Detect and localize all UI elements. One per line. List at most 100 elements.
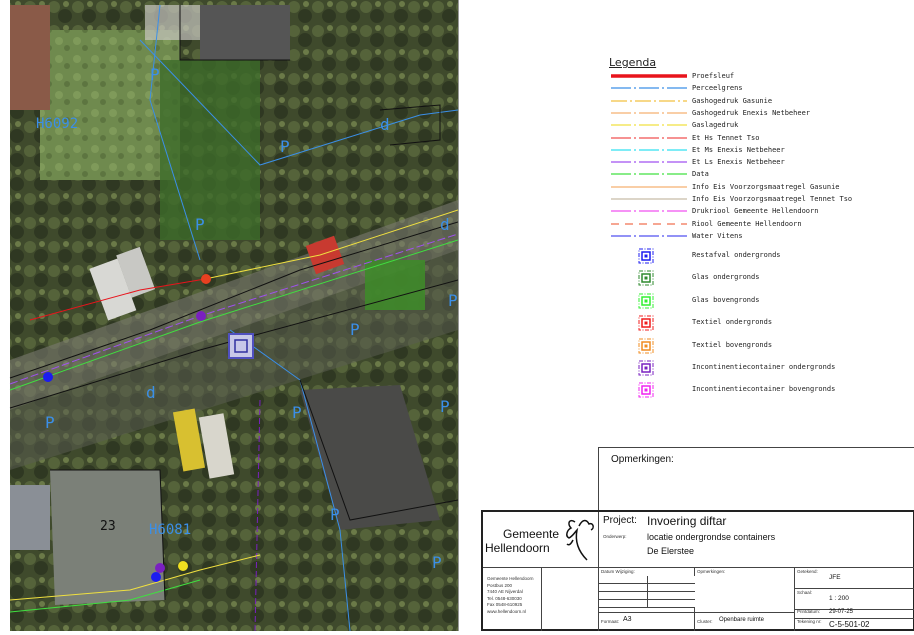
legend-label: Water Vitens xyxy=(692,231,743,240)
marker-blue-2[interactable] xyxy=(151,572,161,582)
legend-symbol-label: Glas bovengronds xyxy=(692,295,760,304)
printdate-label: Printdatum: xyxy=(797,609,821,614)
p-marker: P xyxy=(350,320,360,339)
legend-symbol-label: Textiel bovengronds xyxy=(692,340,773,349)
legend-symbol-label: Incontinentiecontainer bovengronds xyxy=(692,385,836,394)
drawing-sheet: Legenda Proefsleuf Perceelgrens Gashogedru… xyxy=(458,0,914,631)
line-style-swatch xyxy=(611,99,687,102)
address-line: www.hellendoorn.nl xyxy=(487,608,527,614)
legend-label: Gashogedruk Gasunie xyxy=(692,96,773,105)
container-symbol-icon xyxy=(638,338,654,354)
subject-line2: De Elerstee xyxy=(647,546,695,556)
date-change-label: Datum Wijziging: xyxy=(601,569,635,574)
drawn-value: JFE xyxy=(829,574,841,581)
container-symbol-icon xyxy=(638,315,654,331)
logo-cell: Gemeente Hellendoorn xyxy=(483,512,599,568)
legend-symbol-item: Glas ondergronds xyxy=(459,270,914,286)
address-line: Gemeente Hellendoorn xyxy=(487,576,534,581)
container-symbol-restafval[interactable] xyxy=(228,333,254,359)
d-marker: d xyxy=(146,383,156,402)
legend-label: Et Ms Enexis Netbeheer xyxy=(692,145,785,154)
legend-label: Proefsleuf xyxy=(692,72,735,80)
legend-symbol-label: Textiel ondergronds xyxy=(692,318,773,327)
line-style-swatch xyxy=(611,112,687,114)
cluster-label: Cluster: xyxy=(697,619,713,624)
legend-item: Gashogedruk Enexis Netbeheer xyxy=(609,107,909,119)
remarks-box: Opmerkingen: xyxy=(598,447,914,511)
legend-item: Perceelgrens xyxy=(609,82,909,94)
marker-purple-2[interactable] xyxy=(155,563,165,573)
legend-label: Info Eis Voorzorgsmaatregel Gasunie xyxy=(692,182,840,191)
legend-item: Gaslagedruk xyxy=(609,119,909,131)
legend-symbol-label: Restafval ondergronds xyxy=(692,251,781,259)
remarks-title: Opmerkingen: xyxy=(611,454,674,465)
address-line: Fax 0548-610925 xyxy=(487,602,523,607)
parcel-label: H6092 xyxy=(36,116,78,132)
map-canvas: H6092 H6081 P P P P P P P P P P d d d 23 xyxy=(0,0,459,632)
p-marker: P xyxy=(292,403,302,422)
legend-item: Info Eis Voorzorgsmaatregel Gasunie xyxy=(609,181,909,193)
address-line: 7440 AE Nijverdal xyxy=(487,589,523,594)
legend-symbol-label: Incontinentiecontainer ondergronds xyxy=(692,363,836,371)
legend-item: Riool Gemeente Hellendoorn xyxy=(609,218,909,230)
drawing-label: Tekening nr: xyxy=(797,619,822,624)
legend-item: Data xyxy=(609,168,909,180)
legend-item: Et Hs Tennet Tso xyxy=(609,132,909,144)
line-style-swatch xyxy=(611,222,687,225)
legend-label: Gashogedruk Enexis Netbeheer xyxy=(692,108,811,117)
line-style-swatch xyxy=(611,186,687,188)
house-number: 23 xyxy=(100,519,116,534)
d-marker: d xyxy=(440,215,450,234)
subject-label: Onderwerp: xyxy=(603,534,627,539)
legend-item: Info Eis Voorzorgsmaatregel Tennet Tso xyxy=(609,193,909,205)
legend-item: Et Ls Enexis Netbeheer xyxy=(609,156,909,168)
deer-logo-icon xyxy=(566,519,594,561)
metadata-cell: Getekend: JFE Schaal: 1 : 200 Printdatum… xyxy=(795,568,914,631)
cluster-value: Openbare ruimte xyxy=(719,617,765,623)
parcel-label: H6081 xyxy=(149,522,191,538)
project-label: Project: xyxy=(603,515,637,526)
container-symbol-icon xyxy=(638,360,654,376)
line-style-swatch xyxy=(611,87,687,89)
remarks-label: Opmerkingen: xyxy=(697,569,726,574)
marker-purple[interactable] xyxy=(196,311,206,321)
legend-label: Riool Gemeente Hellendoorn xyxy=(692,219,802,228)
remarks-cell: Opmerkingen: Cluster: Openbare ruimte xyxy=(695,568,795,631)
marker-red[interactable] xyxy=(201,274,211,284)
subject-line1: locatie ondergrondse containers xyxy=(647,532,776,542)
p-marker: P xyxy=(195,215,205,234)
org-name-line2: Hellendoorn xyxy=(485,541,550,555)
title-block: Gemeente Hellendoorn Project: Invoering … xyxy=(481,510,914,631)
line-style-swatch xyxy=(611,235,687,237)
legend-item: Drukriool Gemeente Hellendoorn xyxy=(609,205,909,217)
line-style-swatch xyxy=(611,161,687,163)
legend-label: Drukriool Gemeente Hellendoorn xyxy=(692,207,819,216)
legend-item: Gashogedruk Gasunie xyxy=(609,95,909,107)
line-style-swatch xyxy=(611,74,687,78)
org-name-line1: Gemeente xyxy=(503,527,560,541)
address-line: Postbus 200 xyxy=(487,582,513,588)
legend-label: Gaslagedruk xyxy=(692,121,739,130)
aerial-map[interactable]: H6092 H6081 P P P P P P P P P P d d d 23 xyxy=(0,0,459,632)
p-marker: P xyxy=(432,553,442,572)
line-style-swatch xyxy=(611,198,687,200)
marker-blue[interactable] xyxy=(43,372,53,382)
blank-cell xyxy=(542,568,599,631)
line-style-swatch xyxy=(611,136,687,139)
legend-symbol-item: Textiel ondergronds xyxy=(459,315,914,331)
marker-yellow[interactable] xyxy=(178,561,188,571)
address-line: Tel. 0548-630030 xyxy=(487,595,522,601)
project-cell: Project: Invoering diftar Onderwerp: loc… xyxy=(599,512,914,568)
legend-symbol-item: Textiel bovengronds xyxy=(459,338,914,354)
legend-label: Perceelgrens xyxy=(692,84,743,93)
legend-item: Proefsleuf xyxy=(609,70,909,82)
printdate-value: 29-07-25 xyxy=(829,609,854,615)
container-symbol-icon xyxy=(638,293,654,309)
legend-symbol-label: Glas ondergronds xyxy=(692,273,760,282)
legend-label: Info Eis Voorzorgsmaatregel Tennet Tso xyxy=(692,195,853,203)
address-cell: Gemeente Hellendoorn Postbus 200 7440 AE N… xyxy=(483,568,542,631)
container-symbol-icon xyxy=(638,270,654,286)
p-marker: P xyxy=(280,137,290,156)
p-marker: P xyxy=(150,65,160,84)
legend-symbol-item: Incontinentiecontainer ondergronds xyxy=(459,360,914,376)
